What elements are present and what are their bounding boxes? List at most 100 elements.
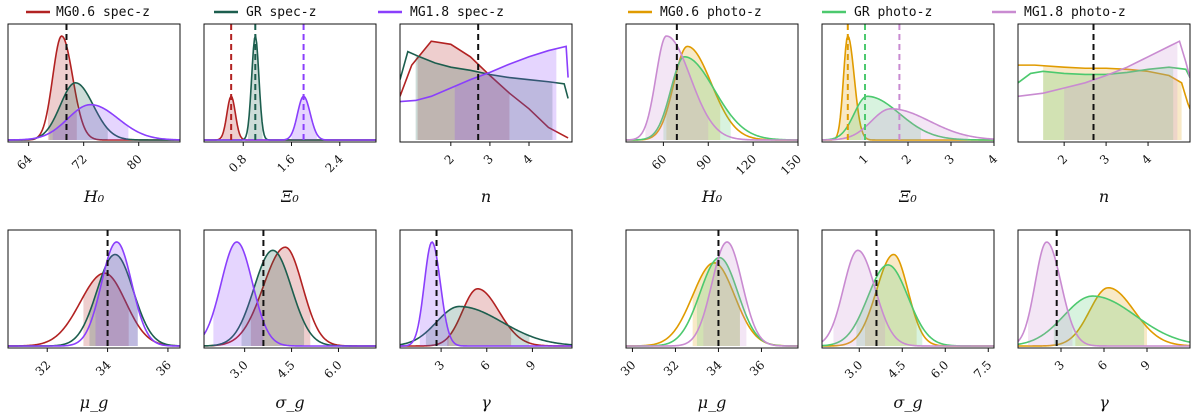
panel-frame	[7, 23, 181, 143]
x-tick-label: 3	[481, 152, 496, 167]
x-tick-label: 2	[1055, 152, 1070, 167]
x-axis-label: σ_g	[893, 393, 922, 412]
x-axis-label: Ξ₀	[280, 187, 299, 206]
x-tick-label: 2	[899, 152, 914, 167]
posterior-curve	[400, 40, 569, 139]
panel-frame	[7, 229, 181, 349]
x-tick-label: 4.5	[274, 358, 297, 381]
x-axis-label: γ	[481, 393, 491, 412]
posterior-curve	[822, 107, 994, 141]
x-tick-label: 4.5	[885, 358, 908, 381]
credible-interval-band	[1075, 287, 1147, 346]
x-tick-label: 150	[778, 152, 804, 178]
credible-interval-band	[241, 250, 305, 346]
posterior-curve	[8, 103, 180, 141]
x-tick-label: 4	[1139, 152, 1155, 168]
posterior-curve	[626, 35, 798, 141]
credible-interval-band	[95, 242, 138, 346]
legend-label: MG0.6 photo-z	[660, 5, 762, 20]
x-axis-label: Ξ₀	[898, 187, 917, 206]
x-tick-label: 80	[124, 152, 145, 173]
legend: MG0.6 spec-z GR spec-z MG1.8 spec-z MG0.6 p…	[26, 5, 1126, 20]
posterior-curve	[822, 249, 994, 347]
panel-frame	[203, 23, 377, 143]
legend-label: MG0.6 spec-z	[56, 5, 150, 20]
credible-interval-band	[692, 262, 740, 346]
x-tick-label: 34	[93, 358, 114, 379]
posterior-panel: 3.0 4.5 6.0 7.5 σ_g	[821, 229, 995, 412]
legend-entry: MG0.6 spec-z	[26, 5, 150, 20]
posterior-curve	[400, 305, 572, 346]
credible-interval-band	[425, 306, 530, 346]
x-tick-label: 34	[704, 358, 725, 379]
x-tick-label: 4	[985, 152, 1001, 168]
legend-label: GR photo-z	[854, 5, 932, 20]
panel-frame	[1017, 23, 1191, 143]
posterior-curve	[204, 241, 376, 347]
x-axis-label: μ_g	[698, 393, 727, 412]
x-tick-label: 30	[618, 358, 639, 379]
posterior-panel: 2 3 4 n	[399, 23, 573, 206]
x-tick-label: 1.6	[274, 152, 297, 175]
x-tick-label: 3.0	[842, 358, 865, 381]
credible-interval-band	[447, 288, 512, 346]
panel-frame	[399, 229, 573, 349]
x-tick-label: 64	[14, 152, 35, 173]
posterior-panel: 64 72 80 H₀	[7, 23, 181, 206]
x-tick-label: 3	[942, 152, 957, 167]
legend-entry: MG1.8 photo-z	[992, 5, 1126, 20]
x-tick-label: 36	[747, 358, 768, 379]
x-tick-label: 0.8	[226, 152, 249, 175]
legend-label: MG1.8 photo-z	[1024, 5, 1126, 20]
credible-interval-band	[1064, 42, 1178, 140]
posterior-curve	[1018, 66, 1190, 84]
credible-interval-band	[250, 247, 311, 346]
panel-frame	[821, 229, 995, 349]
x-tick-label: 32	[33, 358, 54, 379]
x-axis-label: H₀	[701, 187, 723, 206]
posterior-curve	[1018, 241, 1190, 347]
posterior-curve	[400, 50, 569, 99]
x-axis-label: γ	[1099, 393, 1109, 412]
legend-label: GR spec-z	[246, 5, 316, 20]
x-tick-label: 6.0	[321, 358, 344, 381]
credible-interval-band	[860, 108, 969, 140]
x-tick-label: 32	[661, 358, 682, 379]
credible-interval-band	[1028, 242, 1073, 346]
posterior-curve	[400, 241, 572, 347]
panel-frame	[203, 229, 377, 349]
x-axis-label: σ_g	[275, 393, 304, 412]
x-tick-label: 60	[649, 152, 670, 173]
posterior-panel: 0.8 1.6 2.4 Ξ₀	[203, 23, 377, 206]
posterior-curve	[1018, 295, 1190, 346]
credible-interval-band	[415, 55, 553, 140]
x-tick-label: 120	[733, 152, 759, 178]
posterior-curve	[626, 241, 798, 347]
panel-frame	[625, 23, 799, 143]
x-axis-label: H₀	[83, 187, 105, 206]
credible-interval-band	[454, 48, 557, 140]
panel-frame	[399, 23, 573, 143]
posterior-panel: 60 90 120 150 H₀	[625, 23, 804, 206]
posterior-curve	[626, 56, 798, 141]
credible-interval-band	[703, 242, 747, 346]
credible-interval-band	[419, 242, 449, 346]
credible-interval-band	[417, 41, 510, 140]
posterior-curve	[822, 95, 994, 141]
credible-interval-band	[833, 250, 886, 346]
x-tick-label: 2	[442, 152, 457, 167]
credible-interval-band	[52, 104, 129, 140]
x-tick-label: 9	[1138, 358, 1153, 373]
panel-frame	[625, 229, 799, 349]
credible-interval-band	[666, 46, 721, 141]
posterior-panel: 2 3 4 n	[1017, 23, 1191, 206]
legend-label: MG1.8 spec-z	[410, 5, 504, 20]
x-tick-label: 1	[856, 152, 871, 167]
posterior-panel: 3.0 4.5 6.0 σ_g	[203, 229, 377, 412]
x-tick-label: 9	[523, 358, 538, 373]
credible-interval-band	[865, 254, 917, 346]
x-tick-label: 90	[694, 152, 715, 173]
posterior-panel: 30 32 34 36 μ_g	[618, 229, 799, 412]
